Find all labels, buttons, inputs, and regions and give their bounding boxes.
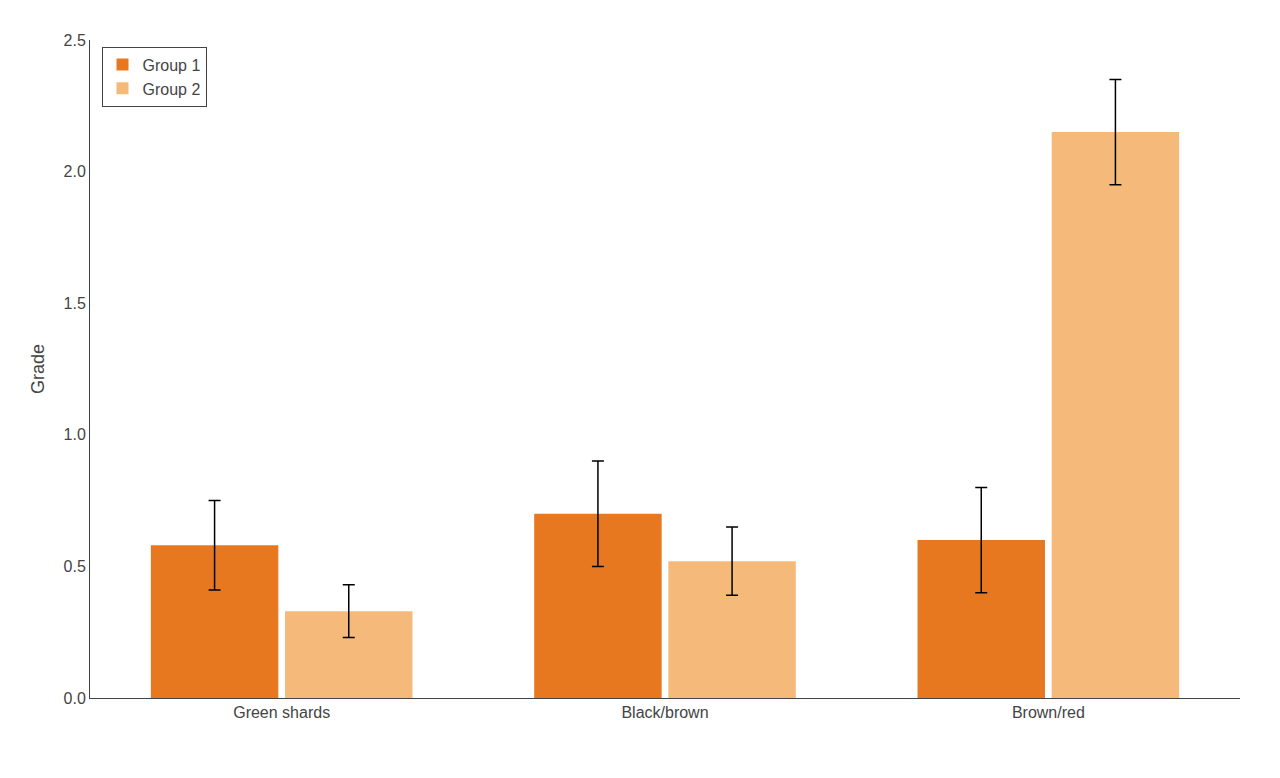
svg-text:Green shards: Green shards (233, 704, 330, 721)
svg-text:2.0: 2.0 (64, 163, 86, 180)
svg-text:Black/brown: Black/brown (621, 704, 708, 721)
svg-text:Brown/red: Brown/red (1012, 704, 1085, 721)
svg-text:Group 2: Group 2 (143, 81, 201, 98)
svg-text:Group 1: Group 1 (143, 57, 201, 74)
svg-text:0.5: 0.5 (64, 558, 86, 575)
svg-text:1.5: 1.5 (64, 295, 86, 312)
svg-text:0.0: 0.0 (64, 690, 86, 707)
svg-text:Grade: Grade (28, 344, 48, 394)
svg-text:1.0: 1.0 (64, 426, 86, 443)
svg-text:2.5: 2.5 (64, 32, 86, 49)
